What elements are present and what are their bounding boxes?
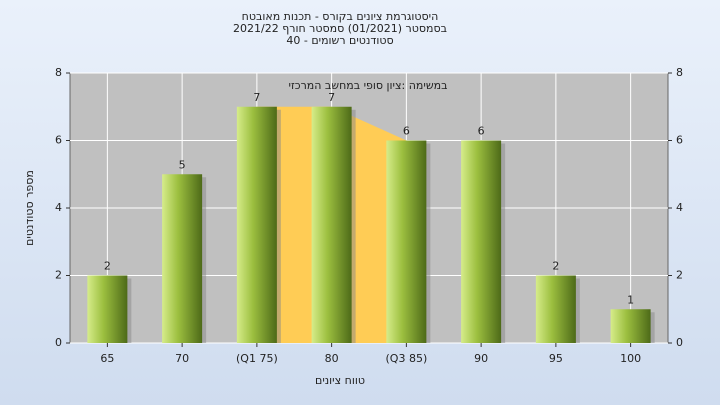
y-tick-label: 2 — [55, 269, 62, 282]
data-label: 7 — [253, 91, 260, 104]
chart-title: היסטוגרמת ציונים בקורס - תכנות מאובטח — [242, 10, 439, 23]
bar — [311, 106, 352, 343]
data-label: 2 — [104, 260, 111, 273]
x-tick-label: 70 — [175, 352, 189, 365]
data-label: 6 — [478, 125, 485, 138]
bar — [461, 140, 502, 343]
x-axis-label: טווח ציונים — [315, 374, 365, 387]
x-tick-label: 90 — [474, 352, 488, 365]
bar — [535, 275, 576, 343]
y2-tick-label: 4 — [676, 201, 683, 214]
x-tick-label: 95 — [549, 352, 563, 365]
y-tick-label: 0 — [55, 336, 62, 349]
y2-tick-label: 2 — [676, 269, 683, 282]
chart-title: בסמסטר (01/2021) סמסטר חורף 2021/22 — [233, 22, 447, 35]
bar — [236, 106, 277, 343]
bar — [610, 309, 651, 343]
x-tick-label: (Q1 75) — [236, 352, 278, 365]
bar — [87, 275, 128, 343]
y-tick-label: 4 — [55, 201, 62, 214]
bar — [386, 140, 427, 343]
x-tick-label: 65 — [100, 352, 114, 365]
data-label: 2 — [552, 260, 559, 273]
annotation: במשימה :ציון סופי במחשב המרכזי — [288, 79, 447, 92]
bar — [162, 174, 203, 343]
x-tick-label: (Q3 85) — [386, 352, 428, 365]
y2-tick-label: 6 — [676, 134, 683, 147]
y-axis-label: מספר סטודנטים — [23, 170, 36, 246]
data-label: 1 — [627, 293, 634, 306]
x-tick-label: 100 — [620, 352, 641, 365]
chart-title: סטודנטים רשומים - 40 — [286, 34, 393, 47]
y-tick-label: 8 — [55, 66, 62, 79]
y2-tick-label: 8 — [676, 66, 683, 79]
x-tick-label: 80 — [325, 352, 339, 365]
data-label: 5 — [179, 158, 186, 171]
data-label: 6 — [403, 125, 410, 138]
y-tick-label: 6 — [55, 134, 62, 147]
y2-tick-label: 0 — [676, 336, 683, 349]
data-label: 7 — [328, 91, 335, 104]
